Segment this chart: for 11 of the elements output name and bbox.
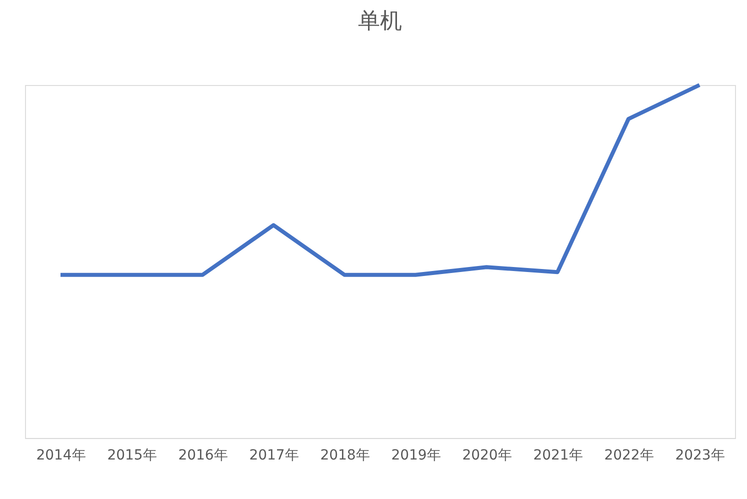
x-tick-label: 2015年 xyxy=(107,448,157,464)
x-tick-label: 2021年 xyxy=(533,448,583,464)
x-tick-label: 2014年 xyxy=(36,448,86,464)
x-tick-label: 2019年 xyxy=(391,448,441,464)
chart-title: 单机 xyxy=(358,9,402,34)
x-tick-label: 2018年 xyxy=(320,448,370,464)
x-tick-label: 2020年 xyxy=(462,448,512,464)
x-tick-label: 2017年 xyxy=(249,448,299,464)
x-tick-label: 2023年 xyxy=(675,448,725,464)
x-tick-label: 2022年 xyxy=(604,448,654,464)
x-tick-label: 2016年 xyxy=(178,448,228,464)
